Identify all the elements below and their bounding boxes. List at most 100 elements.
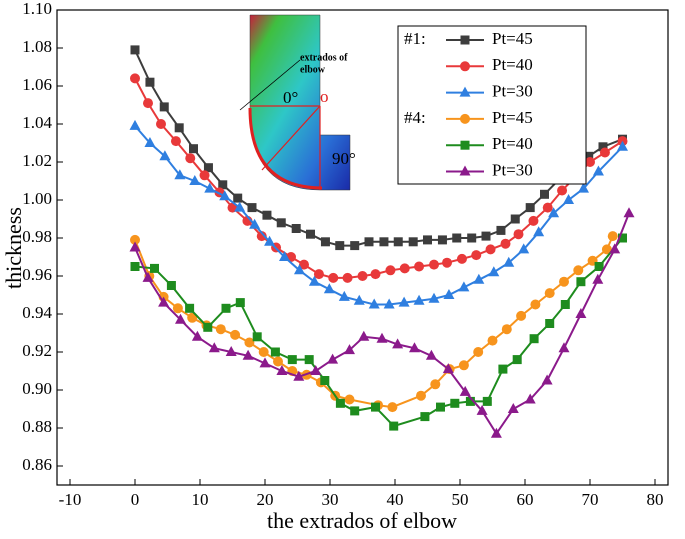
- marker: [225, 346, 237, 356]
- marker: [256, 231, 267, 242]
- marker: [599, 147, 610, 158]
- marker: [481, 231, 491, 241]
- marker: [264, 235, 276, 246]
- marker: [130, 73, 140, 84]
- marker: [185, 153, 196, 164]
- x-tick-label: 0: [131, 490, 140, 509]
- marker: [500, 238, 511, 249]
- marker: [458, 281, 470, 292]
- marker: [594, 262, 604, 271]
- marker: [528, 215, 539, 226]
- y-tick-label: 1.00: [22, 189, 52, 208]
- marker: [175, 313, 186, 324]
- y-tick-label: 0.94: [22, 303, 52, 322]
- x-axis-label: the extrados of elbow: [267, 508, 457, 533]
- inset: extrados of elbow 0° o 90°: [239, 14, 356, 191]
- marker: [563, 194, 575, 204]
- x-tick-label: -10: [59, 490, 82, 509]
- marker: [244, 337, 255, 348]
- marker: [516, 310, 527, 321]
- inset-label: 0°: [283, 88, 298, 107]
- marker: [158, 296, 170, 307]
- marker: [436, 402, 445, 412]
- marker: [488, 266, 500, 277]
- legend-label: Pt=45: [492, 29, 533, 48]
- marker: [350, 241, 360, 251]
- marker: [234, 201, 246, 212]
- marker: [130, 234, 140, 245]
- marker: [490, 427, 502, 438]
- marker: [130, 262, 140, 271]
- marker: [601, 244, 612, 255]
- y-tick-label: 1.08: [22, 37, 52, 56]
- y-tick-label: 0.92: [22, 341, 52, 360]
- marker: [187, 312, 198, 323]
- inset-label: elbow: [300, 64, 326, 75]
- marker: [353, 294, 365, 305]
- marker: [541, 374, 553, 385]
- marker: [573, 265, 584, 276]
- marker: [544, 288, 555, 299]
- marker: [145, 77, 155, 87]
- marker: [529, 334, 539, 344]
- marker: [542, 202, 553, 213]
- marker: [408, 237, 418, 247]
- marker: [578, 182, 589, 193]
- marker: [456, 253, 467, 264]
- marker: [273, 356, 283, 367]
- legend-label: Pt=30: [492, 160, 533, 179]
- marker: [203, 163, 213, 173]
- marker: [304, 355, 314, 365]
- marker: [442, 363, 454, 374]
- y-tick-label: 1.06: [22, 75, 52, 94]
- marker: [252, 332, 262, 342]
- marker: [293, 370, 305, 381]
- marker: [308, 275, 320, 286]
- x-tick-label: 40: [387, 490, 404, 509]
- y-tick-label: 0.88: [22, 417, 52, 436]
- marker: [617, 140, 628, 151]
- marker: [560, 300, 570, 309]
- marker: [320, 376, 330, 385]
- marker: [473, 273, 485, 284]
- marker: [328, 272, 339, 283]
- marker: [142, 271, 154, 282]
- marker: [392, 338, 404, 349]
- marker: [592, 273, 604, 284]
- marker: [525, 203, 535, 213]
- marker: [430, 379, 441, 390]
- marker: [159, 102, 169, 112]
- x-tick-label: 70: [582, 490, 599, 509]
- legend-label: Pt=40: [492, 55, 533, 74]
- inset-label: extrados of: [300, 52, 348, 63]
- marker: [498, 364, 508, 374]
- legend-marker: [460, 113, 470, 124]
- x-tick-label: 50: [452, 490, 469, 509]
- marker: [230, 329, 241, 340]
- legend-label: Pt=45: [492, 108, 533, 127]
- marker: [398, 296, 410, 307]
- marker: [279, 251, 290, 261]
- marker: [518, 243, 530, 254]
- marker: [357, 271, 368, 281]
- marker: [592, 165, 604, 176]
- marker: [291, 224, 301, 233]
- marker: [607, 231, 618, 242]
- marker: [233, 193, 243, 203]
- marker: [338, 290, 350, 301]
- marker: [510, 214, 520, 224]
- legend-label: Pt=30: [492, 82, 533, 101]
- marker: [524, 393, 536, 404]
- marker: [335, 398, 345, 408]
- marker: [385, 265, 396, 276]
- marker: [293, 264, 305, 275]
- marker: [425, 349, 437, 360]
- marker: [413, 294, 425, 305]
- marker: [166, 281, 176, 290]
- marker: [575, 308, 587, 318]
- x-tick-label: 80: [647, 490, 664, 509]
- marker: [313, 269, 324, 280]
- marker: [558, 342, 570, 353]
- marker: [129, 241, 141, 252]
